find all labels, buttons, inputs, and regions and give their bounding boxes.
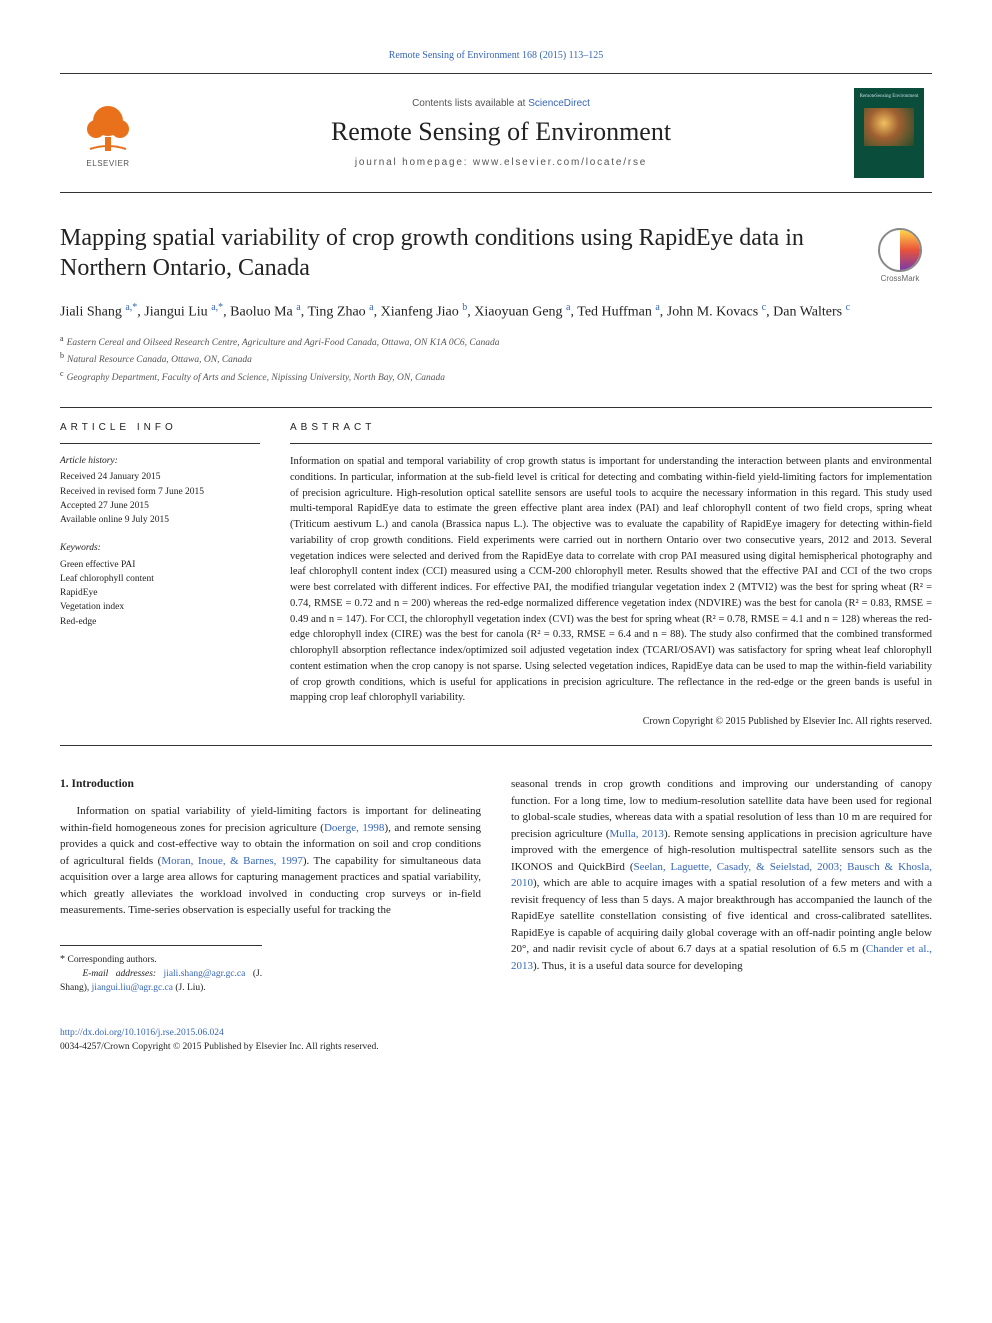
article-title: Mapping spatial variability of crop grow…: [60, 223, 848, 283]
authors: Jiali Shang a,*, Jiangui Liu a,*, Baoluo…: [60, 301, 932, 323]
abstract-heading: abstract: [290, 420, 932, 444]
elsevier-logo-block[interactable]: ELSEVIER: [68, 99, 148, 168]
affiliation-text: Natural Resource Canada, Ottawa, ON, Can…: [67, 356, 252, 366]
email-link[interactable]: jiangui.liu@agr.gc.ca: [92, 983, 173, 993]
affiliation-item: bNatural Resource Canada, Ottawa, ON, Ca…: [60, 350, 932, 367]
article-info-column: article info Article history: Received 2…: [60, 420, 260, 729]
keywords-block: Keywords: Green effective PAI Leaf chlor…: [60, 541, 260, 629]
article-info-heading: article info: [60, 420, 260, 444]
affiliation-sup: b: [60, 351, 64, 360]
affiliation-item: cGeography Department, Faculty of Arts a…: [60, 368, 932, 385]
top-citation-link[interactable]: Remote Sensing of Environment 168 (2015)…: [60, 50, 932, 61]
doi-link[interactable]: http://dx.doi.org/10.1016/j.rse.2015.06.…: [60, 1028, 224, 1038]
keyword: Green effective PAI: [60, 558, 260, 572]
cover-image-icon: [864, 108, 914, 146]
email-link[interactable]: jiali.shang@agr.gc.ca: [164, 969, 246, 979]
journal-header: ELSEVIER Contents lists available at Sci…: [60, 73, 932, 193]
reference-link[interactable]: Mulla, 2013: [609, 828, 663, 840]
body-paragraph: seasonal trends in crop growth condition…: [511, 776, 932, 974]
affiliation-text: Geography Department, Faculty of Arts an…: [67, 373, 445, 383]
keyword: Leaf chlorophyll content: [60, 572, 260, 586]
crossmark-badge[interactable]: CrossMark: [868, 223, 932, 287]
footnotes: * Corresponding authors. E-mail addresse…: [60, 945, 262, 996]
keyword: RapidEye: [60, 586, 260, 600]
abstract-column: abstract Information on spatial and temp…: [290, 420, 932, 729]
body-text: ). Thus, it is a useful data source for …: [533, 960, 743, 972]
affiliation-item: aEastern Cereal and Oilseed Research Cen…: [60, 333, 932, 350]
author-name[interactable]: Dan Walters: [773, 305, 842, 320]
author-marks: b: [462, 302, 467, 313]
author-name[interactable]: Ting Zhao: [307, 305, 365, 320]
journal-cover-thumb[interactable]: RemoteSensing Environment: [854, 88, 924, 178]
author-marks: c: [846, 302, 850, 313]
abstract-copyright: Crown Copyright © 2015 Published by Else…: [290, 714, 932, 729]
history-line: Received in revised form 7 June 2015: [60, 485, 260, 499]
body-column-left: 1. Introduction Information on spatial v…: [60, 776, 481, 996]
journal-name: Remote Sensing of Environment: [148, 117, 854, 147]
divider: [60, 745, 932, 746]
keyword: Red-edge: [60, 615, 260, 629]
section-heading: 1. Introduction: [60, 776, 481, 793]
elsevier-tree-icon: [78, 99, 138, 159]
asterisk-icon: *: [60, 954, 68, 965]
reference-link[interactable]: Moran, Inoue, & Barnes, 1997: [161, 855, 303, 867]
history-line: Available online 9 July 2015: [60, 513, 260, 527]
keywords-head: Keywords:: [60, 541, 260, 555]
bottom-meta: http://dx.doi.org/10.1016/j.rse.2015.06.…: [60, 1026, 932, 1055]
journal-homepage[interactable]: journal homepage: www.elsevier.com/locat…: [148, 157, 854, 168]
corresponding-text: Corresponding authors.: [68, 955, 157, 965]
history-line: Accepted 27 June 2015: [60, 499, 260, 513]
author-marks: a,*: [211, 302, 223, 313]
author-name[interactable]: Baoluo Ma: [230, 305, 293, 320]
email-line: E-mail addresses: jiali.shang@agr.gc.ca …: [60, 967, 262, 996]
author-marks: c: [762, 302, 766, 313]
contents-line: Contents lists available at ScienceDirec…: [148, 98, 854, 109]
author-marks: a: [369, 302, 373, 313]
author-marks: a: [296, 302, 300, 313]
email-name: (J. Liu).: [175, 983, 205, 993]
cover-title: RemoteSensing Environment: [860, 94, 919, 100]
body-columns: 1. Introduction Information on spatial v…: [60, 776, 932, 996]
author-name[interactable]: Jiangui Liu: [144, 305, 207, 320]
elsevier-label: ELSEVIER: [86, 159, 129, 168]
issn-copyright: 0034-4257/Crown Copyright © 2015 Publish…: [60, 1040, 932, 1054]
author-marks: a,*: [125, 302, 137, 313]
author-name[interactable]: John M. Kovacs: [667, 305, 758, 320]
abstract-text: Information on spatial and temporal vari…: [290, 454, 932, 706]
history-line: Received 24 January 2015: [60, 470, 260, 484]
title-row: Mapping spatial variability of crop grow…: [60, 223, 932, 287]
page: Remote Sensing of Environment 168 (2015)…: [0, 0, 992, 1094]
info-abstract-row: article info Article history: Received 2…: [60, 420, 932, 729]
crossmark-icon: [878, 228, 922, 272]
sciencedirect-link[interactable]: ScienceDirect: [528, 98, 590, 109]
article-history-head: Article history:: [60, 454, 260, 468]
body-column-right: seasonal trends in crop growth condition…: [511, 776, 932, 996]
article-history-block: Article history: Received 24 January 201…: [60, 454, 260, 527]
affiliation-sup: c: [60, 369, 64, 378]
corresponding-note: * Corresponding authors.: [60, 952, 262, 967]
contents-prefix: Contents lists available at: [412, 98, 528, 109]
author-marks: a: [655, 302, 659, 313]
keyword: Vegetation index: [60, 600, 260, 614]
body-paragraph: Information on spatial variability of yi…: [60, 803, 481, 919]
divider: [60, 407, 932, 408]
author-name[interactable]: Jiali Shang: [60, 305, 122, 320]
author-marks: a: [566, 302, 570, 313]
author-name[interactable]: Ted Huffman: [577, 305, 652, 320]
affiliation-sup: a: [60, 334, 64, 343]
email-label: E-mail addresses:: [82, 969, 156, 979]
affiliation-text: Eastern Cereal and Oilseed Research Cent…: [67, 338, 500, 348]
author-name[interactable]: Xianfeng Jiao: [381, 305, 459, 320]
author-name[interactable]: Xiaoyuan Geng: [474, 305, 562, 320]
crossmark-label: CrossMark: [881, 274, 920, 283]
affiliations: aEastern Cereal and Oilseed Research Cen…: [60, 333, 932, 385]
header-center: Contents lists available at ScienceDirec…: [148, 98, 854, 168]
reference-link[interactable]: Doerge, 1998: [324, 822, 385, 834]
